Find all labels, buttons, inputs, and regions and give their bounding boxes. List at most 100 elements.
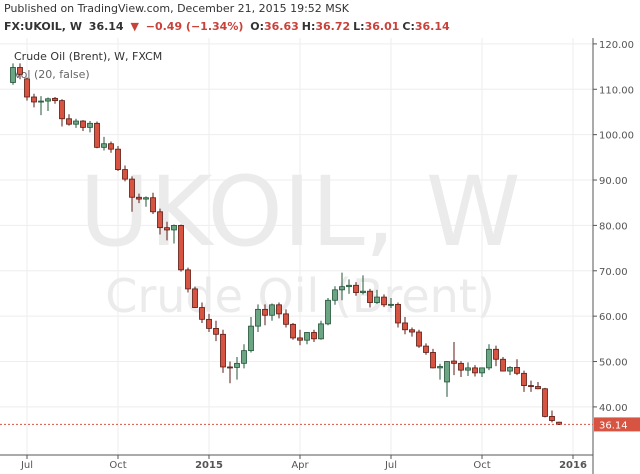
y-tick-label: 60.00: [599, 312, 628, 323]
candle-body: [171, 225, 177, 231]
ohlc-value: 36.01: [364, 20, 400, 33]
candle-body: [535, 386, 541, 390]
candle-body: [227, 366, 233, 369]
candle-body: [178, 225, 184, 271]
candle-body: [185, 269, 191, 290]
y-tick-label: 50.00: [599, 358, 628, 369]
candle-body: [164, 227, 170, 231]
candle-body: [17, 67, 23, 75]
y-tick-label: 120.00: [599, 40, 634, 51]
x-tick-label: 2016: [559, 460, 587, 471]
grid: [0, 38, 593, 455]
candle-body: [395, 303, 401, 324]
arrow: ▼: [130, 20, 139, 33]
candle-body: [150, 197, 156, 213]
candle-body: [157, 211, 163, 229]
candle-body: [374, 296, 380, 303]
candle-body: [241, 350, 247, 364]
candle-body: [206, 318, 212, 329]
candle-body: [234, 362, 240, 368]
candle-body: [143, 197, 149, 200]
y-tick-label: 80.00: [599, 221, 628, 232]
candle-body: [472, 367, 478, 374]
x-tick-label: Oct: [109, 460, 126, 471]
header: Published on TradingView.com, December 2…: [0, 0, 640, 38]
candle-body: [346, 284, 352, 288]
candle-body: [528, 385, 534, 387]
ohlc-key: O:: [250, 20, 264, 33]
y-tick-label: 40.00: [599, 403, 628, 414]
candle-body: [94, 122, 100, 148]
candle-body: [437, 366, 443, 369]
candle-body: [318, 323, 324, 340]
candle-body: [353, 284, 359, 293]
candle-body: [360, 290, 366, 293]
x-tick-label: Oct: [473, 460, 490, 471]
y-tick-label: 90.00: [599, 176, 628, 187]
candle-body: [31, 96, 37, 103]
indicator: Vol (20, false): [14, 68, 90, 81]
candle-body: [500, 358, 506, 372]
candle-body: [444, 361, 450, 383]
candle-body: [108, 143, 114, 150]
candle-body: [423, 345, 429, 353]
last-price-label: 36.14: [599, 420, 628, 431]
ohlc-key: L:: [353, 20, 365, 33]
last-price-tag: [594, 417, 640, 432]
candle-body: [80, 120, 86, 128]
candle-body: [388, 303, 394, 306]
candle-body: [283, 313, 289, 325]
watermark-name: Crude Oil (Brent): [105, 269, 495, 323]
candle-body: [220, 333, 226, 368]
change: −0.49 (−1.34%): [145, 20, 244, 33]
candle-body: [479, 367, 485, 374]
x-tick-label: 2015: [195, 460, 223, 471]
x-tick-label: Apr: [291, 460, 309, 471]
candle-body: [311, 332, 317, 340]
candle-body: [409, 329, 415, 333]
ohlc-key: H:: [301, 20, 316, 33]
ohlc-value: 36.72: [315, 20, 351, 33]
candle-body: [332, 289, 338, 301]
candle-body: [52, 97, 58, 102]
candle-body: [101, 143, 107, 148]
candle-body: [465, 367, 471, 371]
candle-body: [367, 290, 373, 303]
candle-body: [416, 331, 422, 347]
candle-body: [59, 100, 65, 120]
last: 36.14: [88, 20, 124, 33]
y-tick-label: 70.00: [599, 267, 628, 278]
candle-body: [430, 352, 436, 369]
candle-body: [297, 337, 303, 341]
candle-body: [507, 367, 513, 372]
y-tick-label: 110.00: [599, 85, 634, 96]
candle-body: [381, 296, 387, 306]
candle-body: [269, 304, 275, 316]
watermark-symbol: UKOIL, W: [79, 156, 520, 268]
ohlc-key: C:: [402, 20, 415, 33]
candle-body: [486, 348, 492, 369]
candle-body: [451, 360, 457, 364]
candle-body: [87, 122, 93, 128]
candle-body: [304, 332, 310, 341]
ohlc-value: 36.63: [263, 20, 299, 33]
symbol: FX:UKOIL, W: [4, 20, 82, 33]
x-tick-label: Jul: [384, 460, 397, 471]
candle-body: [248, 325, 254, 352]
ohlc: O:36.63 H:36.72 L:36.01 C:36.14: [250, 20, 452, 33]
candle-body: [38, 100, 44, 103]
candle-body: [122, 169, 128, 180]
ohlc-value: 36.14: [414, 20, 450, 33]
candle-body: [262, 308, 268, 316]
candle-body: [339, 286, 345, 291]
candle-body: [129, 178, 135, 198]
candle-body: [325, 299, 331, 325]
candle-body: [73, 120, 79, 125]
candle-body: [255, 308, 261, 327]
symbol-line: FX:UKOIL, W 36.14 ▼ −0.49 (−1.34%) O:36.…: [4, 20, 456, 33]
y-tick-label: 100.00: [599, 131, 634, 142]
candle-body: [402, 322, 408, 331]
candle-body: [290, 323, 296, 339]
candle-body: [556, 421, 562, 425]
